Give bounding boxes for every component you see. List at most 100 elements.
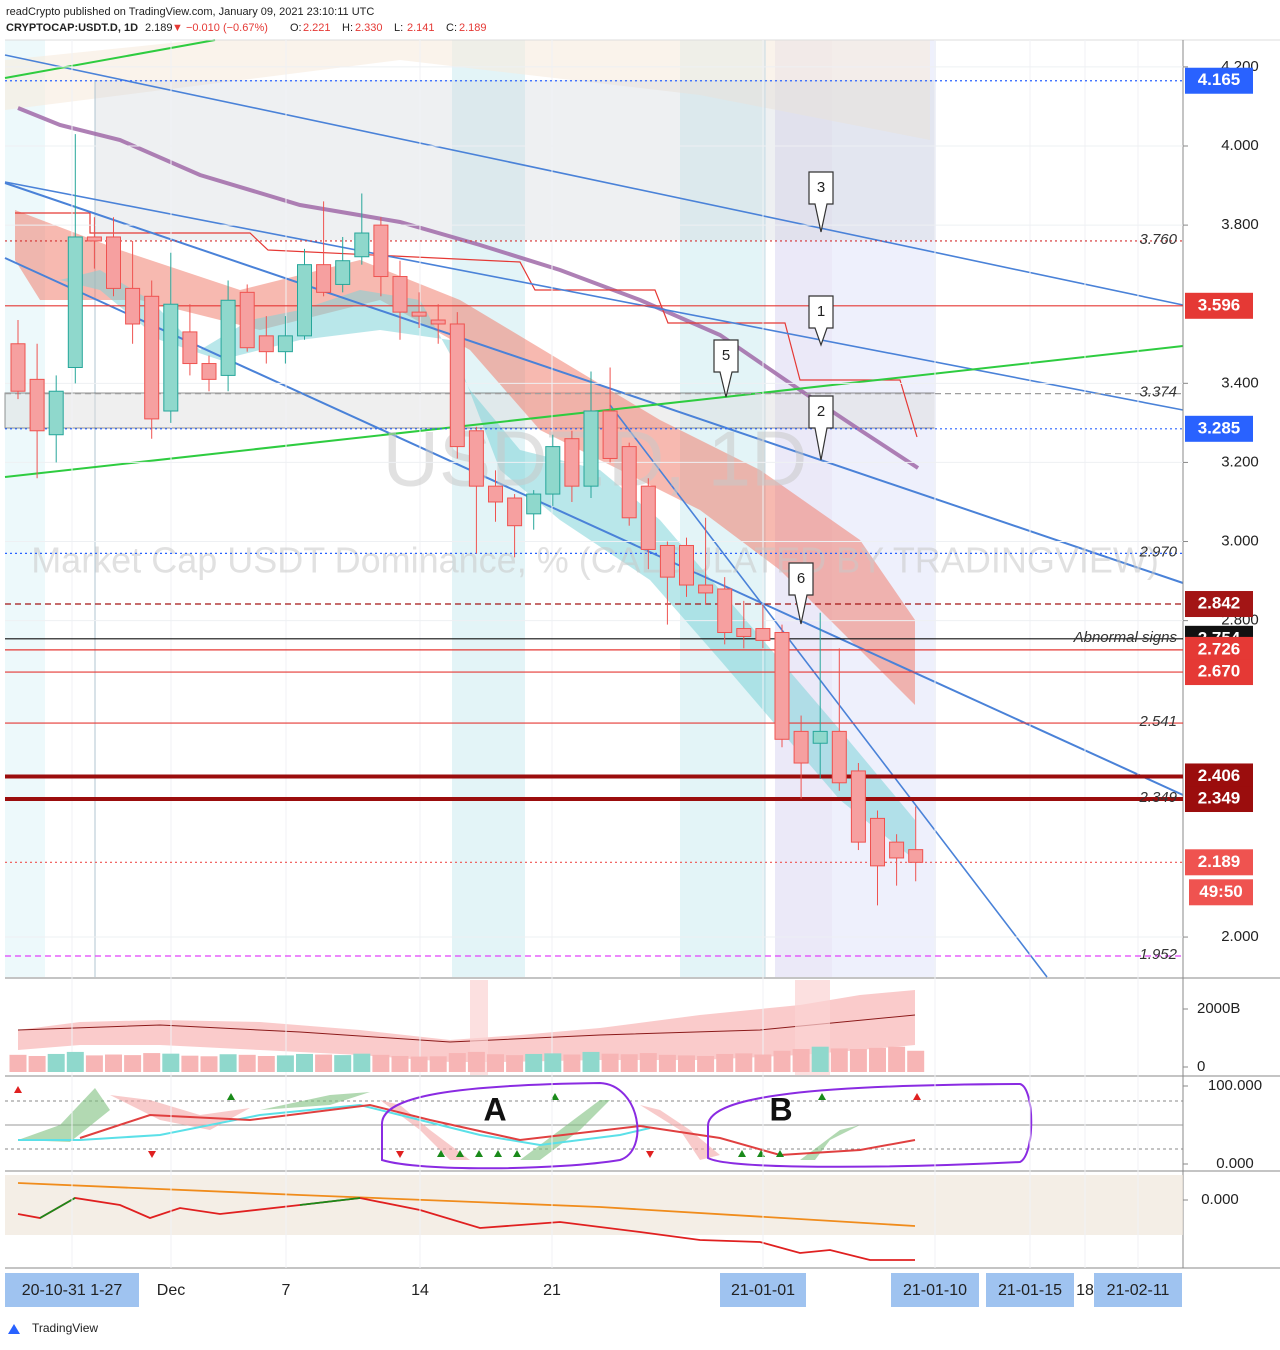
candle-body: [163, 303, 179, 412]
candle-body: [908, 849, 924, 863]
x-tick-label: 21-01-15: [998, 1282, 1062, 1299]
candle-body: [29, 378, 45, 432]
candle-body: [430, 319, 446, 325]
level-label: 3.596: [1198, 295, 1241, 314]
candle-body: [258, 335, 274, 353]
level-note: 2.541: [1138, 713, 1177, 730]
volume-bar: [735, 1053, 753, 1072]
candle-body: [392, 276, 408, 313]
y-tick-label: 2.000: [1221, 928, 1259, 945]
candle-body: [468, 430, 484, 487]
volume-bar: [467, 1051, 485, 1072]
volume-bar: [544, 1053, 562, 1072]
volume-bar: [238, 1054, 256, 1072]
x-tick-label: 21-01-10: [903, 1282, 967, 1299]
volume-bar: [47, 1053, 65, 1072]
y-tick-label: 4.000: [1221, 137, 1259, 154]
volume-bar: [448, 1053, 466, 1072]
volume-bar: [372, 1054, 390, 1072]
volume-bar: [410, 1056, 428, 1072]
volume-bar: [506, 1055, 524, 1072]
candle-body: [488, 485, 503, 503]
date-box: [720, 1273, 806, 1307]
level-label: 2.670: [1198, 662, 1241, 681]
candle-body: [144, 295, 160, 420]
volume-bar: [85, 1055, 103, 1072]
volume-bar: [429, 1056, 447, 1072]
candle-body: [354, 232, 370, 258]
x-tick-label: 21: [543, 1282, 561, 1299]
date-box: [986, 1273, 1074, 1307]
volume-bar: [124, 1055, 142, 1072]
level-box: [1185, 67, 1253, 94]
candle-body: [297, 264, 312, 337]
candle-body: [373, 224, 389, 278]
level-label: 2.842: [1198, 594, 1241, 613]
ohlc-value: 2.141: [407, 22, 435, 34]
lower-tick-label: 0.000: [1201, 1191, 1239, 1208]
ohlc-value: 2.330: [355, 22, 383, 34]
volume-bar: [830, 1048, 848, 1072]
candle-body: [125, 287, 141, 325]
symbol: CRYPTOCAP:USDT.D, 1D: [6, 22, 138, 34]
y-tick-label: 3.000: [1221, 532, 1259, 549]
level-note: 2.349: [1138, 789, 1177, 806]
osc-tick-label: 100.000: [1208, 1077, 1262, 1094]
callout-label: 5: [722, 347, 730, 364]
volume-bar: [276, 1055, 294, 1072]
level-note: 3.374: [1139, 384, 1177, 401]
candle-body: [755, 628, 771, 641]
volume-bar: [525, 1053, 543, 1072]
candle-body: [106, 236, 121, 289]
ohlc-key: O:: [290, 22, 302, 34]
candle-body: [793, 730, 809, 764]
level-box: [1185, 415, 1253, 442]
candle-body: [526, 493, 542, 515]
volume-bar: [162, 1053, 180, 1072]
x-tick-label: Dec: [157, 1282, 185, 1299]
candle-body: [640, 485, 656, 550]
candle-body: [812, 730, 828, 744]
candle-body: [239, 291, 255, 349]
candle-body: [182, 331, 198, 365]
letter-label: A: [483, 1091, 506, 1127]
volume-bar: [582, 1051, 600, 1072]
volume-bar: [849, 1049, 867, 1072]
level-note: 2.970: [1138, 543, 1177, 560]
countdown-box: [1189, 879, 1253, 906]
volume-bar: [181, 1055, 199, 1072]
date-box: [5, 1273, 139, 1307]
volume-bar: [658, 1054, 676, 1072]
volume-bar: [143, 1053, 161, 1072]
candle-body: [774, 631, 790, 740]
callout-label: 1: [817, 303, 825, 320]
volume-bar: [792, 1049, 810, 1072]
ohlc-key: L:: [394, 22, 403, 34]
level-label: 4.165: [1198, 70, 1241, 89]
candle-body: [201, 363, 217, 380]
candle-body: [86, 236, 102, 242]
volume-bar: [487, 1054, 504, 1072]
callout-label: 2: [817, 403, 825, 420]
candle-body: [698, 584, 714, 594]
level-box: [1185, 292, 1253, 319]
candle-body: [717, 588, 733, 633]
candle-body: [831, 730, 847, 784]
volume-bar: [219, 1054, 237, 1072]
candle-body: [48, 390, 64, 436]
level-label: 2.726: [1198, 639, 1241, 658]
decor: [4, 39, 1280, 1334]
callout-label: 3: [817, 179, 825, 196]
volume-bar: [334, 1055, 352, 1072]
volume-bar: [28, 1055, 46, 1072]
volume-bar: [620, 1054, 638, 1072]
letter-label: B: [769, 1091, 792, 1127]
volume-bar: [315, 1054, 333, 1072]
candle-body: [545, 446, 561, 495]
level-label: 3.285: [1198, 418, 1241, 437]
volume-bar: [563, 1054, 581, 1072]
candle-body: [449, 323, 465, 448]
volume-bar: [296, 1053, 313, 1072]
watermark-sub: Market Cap USDT Dominance, % (CALCULATED…: [31, 540, 1159, 581]
volume-bar: [907, 1050, 925, 1072]
